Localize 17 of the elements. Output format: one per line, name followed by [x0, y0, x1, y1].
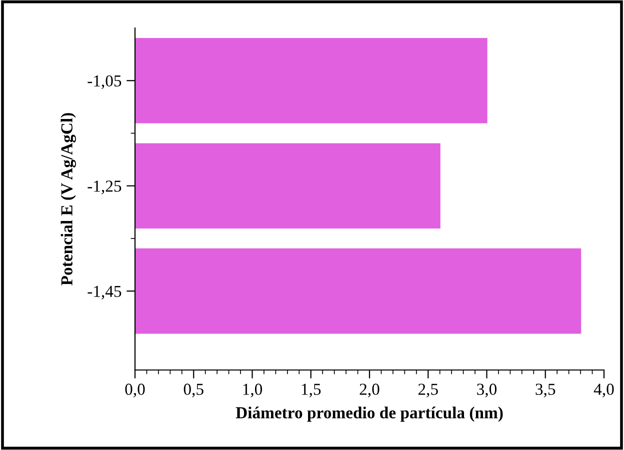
y-tick-label: -1,25 [88, 180, 122, 194]
x-tick-label: 0,5 [184, 384, 204, 398]
x-tick-label: 1,5 [302, 384, 321, 398]
bar [135, 248, 582, 334]
y-tick-label: -1,45 [88, 286, 122, 300]
x-tick-label: 3,5 [536, 384, 556, 398]
x-tick-label: 3,0 [477, 384, 497, 398]
y-tick-label: -1,05 [88, 75, 122, 89]
x-tick-label: 0,0 [125, 384, 145, 398]
x-axis-title: Diámetro promedio de partícula (nm) [236, 406, 503, 422]
x-tick-label: 1,0 [243, 384, 262, 398]
x-tick-label: 4,0 [594, 384, 614, 398]
y-axis-title: Potencial E (V Ag/AgCl) [60, 113, 76, 286]
bar [135, 143, 440, 228]
bar [135, 38, 488, 124]
x-tick-label: 2,5 [418, 384, 438, 398]
x-tick-label: 2,0 [360, 384, 380, 398]
